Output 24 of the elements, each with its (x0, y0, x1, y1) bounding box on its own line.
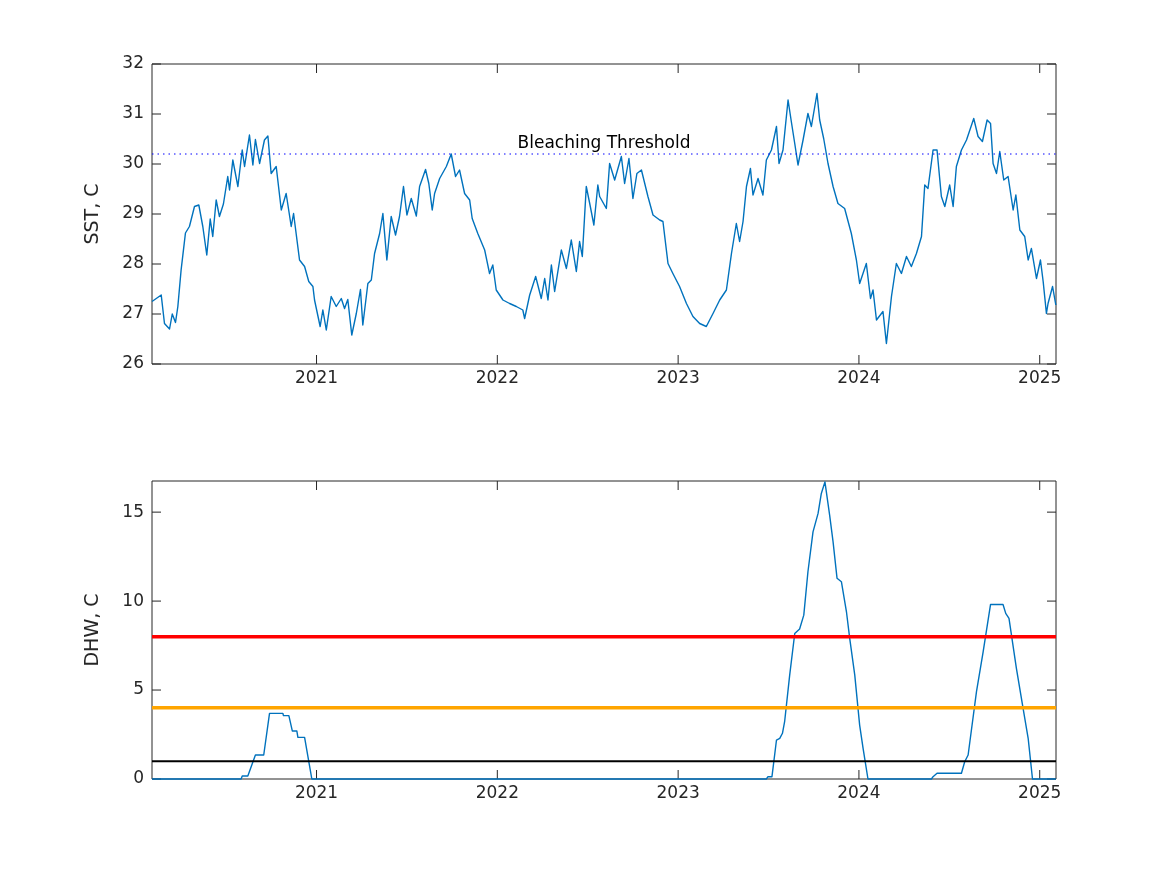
y-tick-label: 10 (122, 589, 144, 610)
y-tick-label: 15 (122, 500, 144, 521)
x-tick-label: 2022 (475, 366, 519, 387)
y-tick-label: 28 (122, 252, 144, 273)
y-axis-title: SST, C (80, 183, 103, 245)
x-tick-label: 2024 (837, 781, 881, 802)
x-tick-label: 2025 (1018, 366, 1062, 387)
y-tick-label: 27 (122, 302, 144, 323)
y-tick-label: 26 (122, 352, 144, 373)
x-tick-label: 2021 (294, 366, 339, 387)
y-axis-title: DHW, C (80, 593, 103, 667)
x-tick-label: 2023 (656, 366, 700, 387)
x-tick-label: 2021 (294, 781, 339, 802)
y-tick-label: 32 (122, 52, 144, 73)
y-tick-label: 29 (122, 202, 144, 223)
x-tick-label: 2023 (656, 781, 700, 802)
x-tick-label: 2024 (837, 366, 881, 387)
y-tick-label: 30 (122, 152, 144, 173)
ref-line-label: Bleaching Threshold (517, 131, 691, 152)
y-tick-label: 0 (133, 767, 144, 788)
y-tick-label: 5 (133, 678, 144, 699)
x-tick-label: 2025 (1018, 781, 1062, 802)
y-tick-label: 31 (122, 102, 144, 123)
x-tick-label: 2022 (475, 781, 519, 802)
